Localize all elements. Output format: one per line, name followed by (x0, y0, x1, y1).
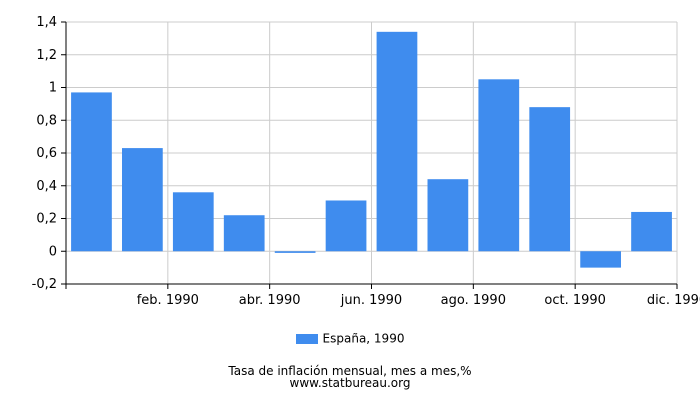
bar (71, 92, 112, 252)
y-tick-label: 0,4 (36, 179, 57, 194)
source-link[interactable]: www.statbureau.org (289, 376, 411, 390)
y-tick-label: -0,2 (32, 277, 57, 292)
bar (529, 107, 571, 252)
bar (223, 215, 265, 252)
y-axis-tick-labels: -0,2 0 0,2 0,4 0,6 0,8 1 1,2 1,4 (32, 15, 57, 292)
bar (172, 192, 214, 252)
x-axis-tick-labels: feb. 1990 abr. 1990 jun. 1990 ago. 1990 oct.… (137, 293, 700, 308)
bar (274, 251, 316, 253)
bar (580, 251, 621, 268)
x-tick-label: dic. 1990 (647, 293, 700, 308)
x-tick-label: abr. 1990 (239, 293, 301, 308)
bar-chart: -0,2 0 0,2 0,4 0,6 0,8 1 1,2 1,4 feb. 1990 abr. 1… (32, 15, 700, 308)
x-tick-label: jun. 1990 (340, 293, 402, 308)
legend-label: España, 1990 (322, 331, 405, 346)
bar (427, 179, 469, 252)
grid-lines (66, 21, 678, 285)
y-tick-label: 0,2 (36, 212, 57, 227)
x-tick-label: oct. 1990 (544, 293, 606, 308)
y-tick-label: 1,2 (36, 48, 57, 63)
y-tick-label: 0,6 (36, 146, 57, 161)
x-tick-label: ago. 1990 (441, 293, 506, 308)
x-tick-label: feb. 1990 (137, 293, 199, 308)
legend: España, 1990 (0, 331, 700, 346)
bar (122, 148, 163, 252)
y-tick-label: 1 (49, 81, 57, 96)
bar (478, 79, 520, 252)
y-tick-label: 0,8 (36, 113, 57, 128)
bar (325, 200, 367, 252)
y-tick-label: 1,4 (36, 15, 57, 30)
axes (61, 21, 678, 289)
bar (376, 31, 418, 252)
y-tick-label: 0 (49, 244, 57, 259)
bar (631, 211, 672, 252)
chart-title: Tasa de inflación mensual, mes a mes,% (228, 364, 472, 378)
legend-swatch (295, 333, 318, 344)
bars (71, 31, 672, 268)
